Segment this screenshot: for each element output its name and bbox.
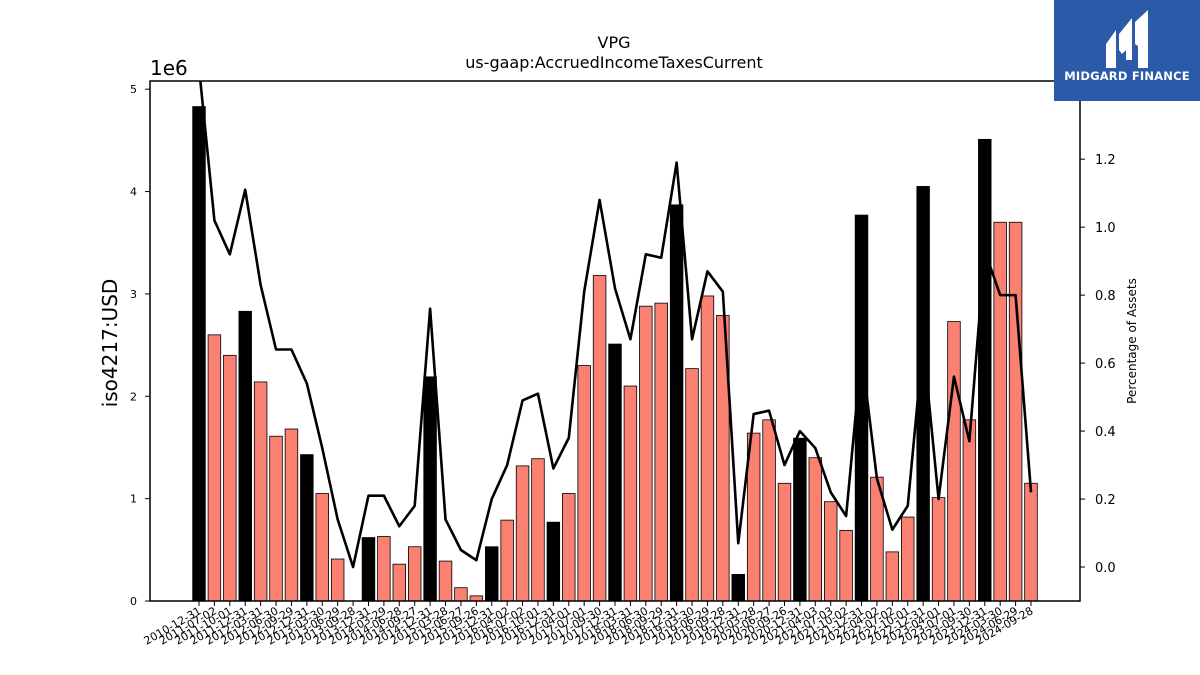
bar [731, 573, 745, 602]
bar [947, 321, 961, 602]
y-tick-label-right: 0.4 [1095, 425, 1116, 440]
y-tick-label: 3 [130, 288, 137, 301]
bar [700, 295, 715, 602]
y-tick-label-right: 1.2 [1095, 153, 1116, 168]
bar [978, 138, 992, 602]
bar [515, 465, 530, 602]
bar [777, 482, 792, 602]
bar [500, 519, 514, 602]
bar [669, 204, 684, 602]
bar [1008, 221, 1023, 602]
bar [577, 365, 591, 602]
bar [407, 546, 422, 602]
bar [962, 419, 977, 602]
bar [438, 560, 453, 602]
y-tick-label-right: 1.0 [1095, 221, 1116, 236]
right-axis: 0.0 0.2 0.4 0.6 0.8 1.0 1.2 [1080, 153, 1116, 576]
bar [423, 376, 437, 602]
percentage-line [199, 81, 1033, 569]
logo: MIDGARD FINANCE [1054, 0, 1200, 101]
bar [192, 106, 206, 602]
bar [562, 493, 576, 602]
y-tick-label-right: 0.8 [1095, 289, 1116, 304]
bar [1024, 482, 1038, 602]
midgard-logo-icon [1106, 10, 1148, 68]
y-tick-label-right: 0.0 [1095, 561, 1116, 576]
bar [284, 428, 299, 602]
bar [808, 457, 823, 602]
bar [485, 546, 499, 602]
y-tick-label: 0 [130, 595, 137, 608]
bar [592, 275, 607, 602]
bar [639, 305, 653, 602]
x-axis: 2010-12-312011-07-022011-10-012011-12-31… [142, 601, 1036, 648]
bar [685, 368, 699, 602]
chart-title: VPG [598, 33, 631, 52]
bar [238, 310, 252, 602]
bar [531, 458, 545, 602]
y-tick-label: 1 [130, 493, 137, 506]
y-offset-label: 1e6 [150, 56, 188, 80]
bar [839, 529, 853, 602]
y-axis-label: iso4217:USD [98, 279, 122, 408]
bar [546, 521, 561, 602]
bar [623, 385, 638, 602]
y-tick-label: 2 [130, 390, 137, 403]
bar [823, 501, 838, 602]
bar [885, 551, 900, 602]
bar [608, 343, 622, 602]
bar [315, 493, 329, 602]
bar [454, 587, 468, 602]
bar [931, 497, 946, 602]
y-tick-label-right: 0.2 [1095, 493, 1116, 508]
bar [654, 302, 668, 602]
left-axis: 0 1 2 3 4 5 [130, 83, 150, 608]
logo-text: MIDGARD FINANCE [1064, 69, 1190, 83]
bar [361, 537, 376, 602]
y-axis-label-right: Percentage of Assets [1125, 278, 1139, 404]
bar [469, 595, 484, 602]
y-tick-label: 5 [130, 83, 137, 96]
bar-series [192, 106, 1038, 602]
bar [300, 454, 314, 602]
bar [207, 334, 222, 602]
bar [377, 536, 391, 602]
bar [793, 437, 807, 602]
bar [330, 558, 345, 602]
chart-subtitle: us-gaap:AccruedIncomeTaxesCurrent [465, 53, 763, 72]
y-tick-label-right: 0.6 [1095, 357, 1116, 372]
bar [223, 354, 237, 602]
y-tick-label: 4 [130, 186, 137, 199]
bar [253, 381, 268, 602]
bar [901, 516, 915, 602]
bar [762, 419, 776, 602]
bar [392, 563, 407, 602]
bar [269, 435, 283, 602]
